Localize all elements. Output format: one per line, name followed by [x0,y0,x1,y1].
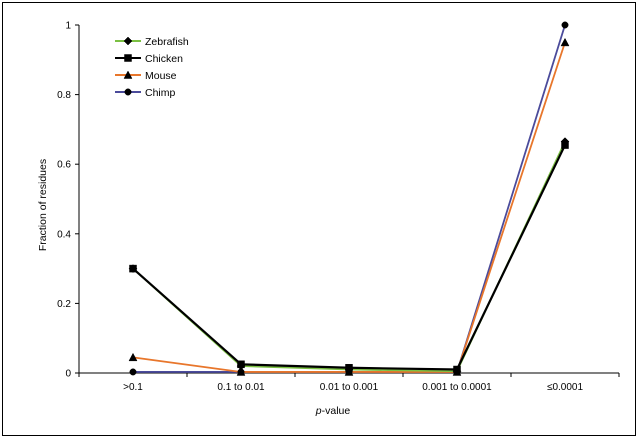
x-axis-title-italic: p [315,405,322,417]
y-tick-label: 0.8 [57,90,71,101]
x-tick-labels: >0.1 0.1 to 0.01 0.01 to 0.001 0.001 to 0.0… [123,382,583,393]
legend-marker-chicken [124,54,132,62]
series-line-mouse [132,42,566,373]
legend: Zebrafish Chicken Mouse Chimp [115,36,189,99]
data-point-mouse [128,352,138,362]
y-tick-label: 1 [65,21,71,32]
x-tick-label: >0.1 [123,382,143,393]
chart-axes [75,24,620,377]
y-tick-label: 0 [65,369,71,380]
y-tick-labels: 0 0.2 0.4 0.6 0.8 1 [57,21,71,380]
data-point-chicken [129,264,137,273]
legend-marker-zebrafish [123,36,133,46]
data-point-chimp [129,368,137,376]
series-line-zebrafish [132,141,566,373]
x-tick-label: ≤0.0001 [547,382,584,393]
legend-marker-mouse [123,70,133,79]
y-axis-title: Fraction of residues [37,159,49,251]
y-tick-label: 0.2 [57,299,71,310]
legend-marker-chimp [124,88,132,96]
x-tick-label: 0.001 to 0.0001 [422,382,492,393]
series-markers [128,21,570,376]
legend-label-zebrafish: Zebrafish [145,36,189,48]
legend-label-chimp: Chimp [145,87,176,99]
data-point-chicken [237,360,245,369]
y-tick-label: 0.4 [57,229,71,240]
series-lines [132,24,566,373]
series-line-chimp [133,24,566,373]
data-point-chicken [561,141,569,149]
data-point-chicken [453,365,461,374]
data-point-chicken [345,364,353,372]
chart-frame: 0 0.2 0.4 0.6 0.8 1 >0.1 0.1 to 0.01 0.01 to 0.… [2,2,636,436]
x-tick-label: 0.01 to 0.001 [320,382,379,393]
legend-label-chicken: Chicken [145,53,183,65]
x-tick-label: 0.1 to 0.01 [217,382,265,393]
x-axis-title: p-value [315,405,351,417]
y-tick-label: 0.6 [57,160,71,171]
series-line-chicken [132,144,566,371]
data-point-mouse [236,367,246,376]
data-point-mouse [560,37,570,47]
data-point-chimp [561,21,569,29]
line-chart: 0 0.2 0.4 0.6 0.8 1 >0.1 0.1 to 0.01 0.01 to 0.… [37,21,620,417]
legend-label-mouse: Mouse [145,70,177,82]
x-axis-title-rest: -value [322,405,351,417]
